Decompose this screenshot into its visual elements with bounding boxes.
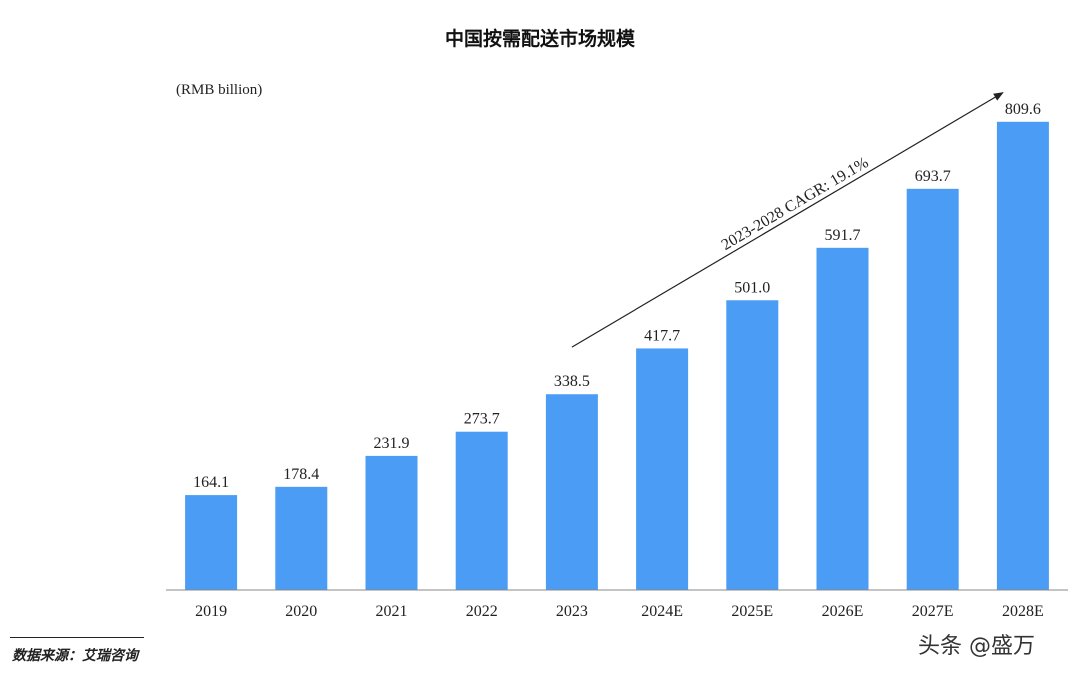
source-note: 数据来源：艾瑞咨询 — [12, 648, 138, 664]
bar-2022 — [455, 431, 508, 590]
bar-2021 — [365, 455, 418, 590]
value-label-2027E: 693.7 — [915, 168, 951, 185]
x-tick-2023: 2023 — [556, 603, 588, 620]
value-label-2019: 164.1 — [193, 474, 229, 491]
bar-2028E — [996, 121, 1049, 590]
value-label-2024E: 417.7 — [644, 327, 680, 344]
value-label-2020: 178.4 — [283, 466, 319, 483]
x-tick-2021: 2021 — [376, 603, 408, 620]
x-tick-2024E: 2024E — [641, 603, 683, 620]
watermark: 头条 @盛万 — [918, 634, 1035, 659]
unit-label: (RMB billion) — [176, 82, 263, 98]
value-label-2021: 231.9 — [374, 435, 410, 452]
x-tick-2020: 2020 — [285, 603, 317, 620]
value-label-2025E: 501.0 — [734, 279, 770, 296]
bar-2019 — [185, 495, 238, 590]
bar-2027E — [906, 188, 959, 590]
cagr-arrow — [571, 92, 1004, 348]
value-label-2022: 273.7 — [464, 411, 500, 428]
value-label-2026E: 591.7 — [825, 227, 861, 244]
source-divider — [10, 637, 144, 638]
x-tick-2025E: 2025E — [731, 603, 773, 620]
chart-title: 中国按需配送市场规模 — [444, 28, 635, 50]
x-tick-2028E: 2028E — [1002, 603, 1044, 620]
x-tick-2027E: 2027E — [912, 603, 954, 620]
x-tick-2019: 2019 — [195, 603, 227, 620]
x-tick-2022: 2022 — [466, 603, 498, 620]
bar-2024E — [636, 348, 689, 590]
x-tick-2026E: 2026E — [822, 603, 864, 620]
bar-2020 — [275, 486, 328, 590]
value-label-2023: 338.5 — [554, 373, 590, 390]
bar-2025E — [726, 300, 779, 590]
value-label-2028E: 809.6 — [1005, 101, 1041, 118]
bar-2026E — [816, 247, 869, 590]
bar-2023 — [545, 394, 598, 590]
